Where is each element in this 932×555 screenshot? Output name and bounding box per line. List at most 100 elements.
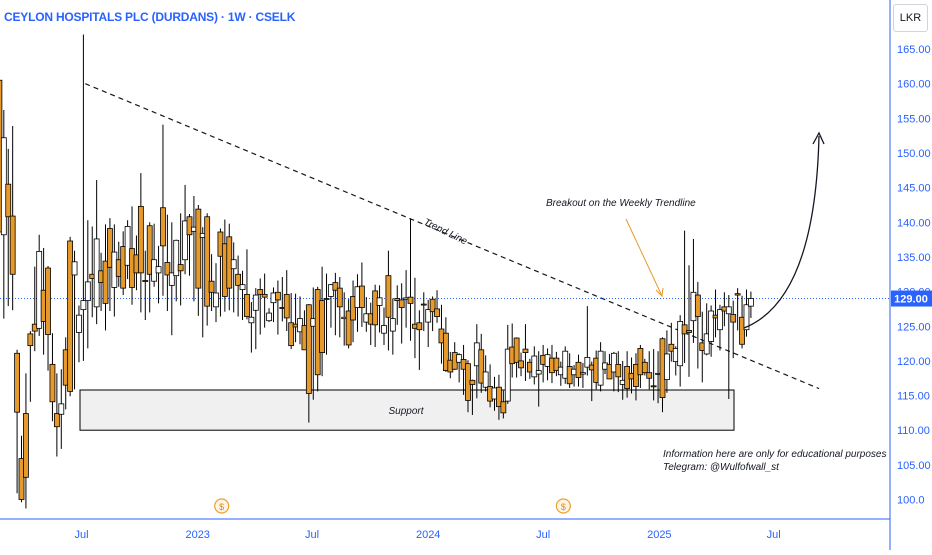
candle[interactable] [332, 272, 339, 336]
candle-series[interactable] [0, 14, 754, 509]
dividend-marker[interactable]: $ [214, 498, 230, 514]
candle[interactable] [14, 349, 20, 494]
candle[interactable] [164, 214, 171, 312]
candle[interactable] [102, 224, 109, 331]
candle[interactable] [305, 304, 312, 423]
candle[interactable] [730, 300, 737, 359]
candle[interactable] [535, 351, 542, 407]
candle[interactable] [261, 273, 268, 328]
candle[interactable] [283, 270, 290, 332]
dividend-markers[interactable]: $ $ [214, 498, 571, 514]
candle[interactable] [244, 249, 250, 320]
candle[interactable] [376, 285, 383, 333]
candle[interactable] [500, 390, 507, 419]
candle[interactable] [9, 125, 16, 311]
candle[interactable] [381, 307, 387, 345]
candle[interactable] [385, 250, 392, 351]
candle[interactable] [45, 265, 51, 371]
candle[interactable] [677, 315, 684, 387]
candle[interactable] [681, 230, 688, 363]
candle[interactable] [456, 353, 463, 383]
candle[interactable] [553, 351, 560, 377]
candle[interactable] [747, 291, 754, 318]
candle[interactable] [177, 213, 184, 306]
candle[interactable] [80, 34, 87, 361]
dividend-marker[interactable]: $ [555, 498, 571, 514]
candle[interactable] [67, 236, 74, 397]
currency-button[interactable]: LKR [893, 4, 928, 32]
candle[interactable] [504, 324, 511, 404]
candle[interactable] [725, 295, 732, 400]
candle[interactable] [345, 299, 352, 349]
candle[interactable] [208, 254, 215, 312]
candle[interactable] [496, 374, 502, 420]
candle[interactable] [389, 298, 396, 355]
candle[interactable] [531, 346, 538, 385]
candle[interactable] [420, 292, 427, 332]
candle[interactable] [49, 333, 56, 422]
candle[interactable] [686, 265, 692, 377]
candle[interactable] [425, 299, 432, 348]
candle[interactable] [562, 346, 569, 384]
candle[interactable] [23, 373, 29, 509]
candle[interactable] [580, 362, 586, 388]
candle[interactable] [664, 330, 670, 393]
candle[interactable] [239, 270, 246, 321]
candle[interactable] [708, 305, 715, 357]
candle[interactable] [575, 354, 582, 387]
candle[interactable] [610, 351, 617, 392]
candle[interactable] [668, 322, 675, 362]
candle[interactable] [53, 373, 60, 457]
candle[interactable] [442, 317, 449, 372]
candle[interactable] [252, 288, 259, 350]
candle[interactable] [694, 281, 701, 369]
candle[interactable] [146, 222, 153, 313]
candle[interactable] [429, 296, 436, 332]
candle[interactable] [124, 220, 131, 280]
candle[interactable] [288, 292, 295, 350]
candle[interactable] [743, 289, 750, 337]
candle[interactable] [195, 204, 202, 316]
trend-line[interactable] [85, 83, 820, 390]
candle[interactable] [350, 280, 356, 343]
candle[interactable] [186, 213, 193, 276]
candle[interactable] [120, 231, 127, 296]
candle[interactable] [615, 351, 622, 393]
candle[interactable] [84, 220, 91, 349]
candle[interactable] [71, 250, 78, 390]
candle[interactable] [155, 245, 162, 304]
candle[interactable] [142, 250, 149, 321]
candle[interactable] [584, 306, 591, 376]
candle[interactable] [513, 337, 520, 378]
support-zone[interactable] [79, 389, 735, 431]
candle[interactable] [482, 355, 489, 392]
candle[interactable] [58, 369, 65, 449]
candle[interactable] [257, 278, 264, 335]
candle[interactable] [522, 324, 529, 381]
candle[interactable] [230, 242, 237, 313]
candle[interactable] [358, 262, 365, 327]
candle[interactable] [518, 352, 524, 377]
candle[interactable] [734, 288, 741, 331]
candle[interactable] [323, 273, 330, 355]
candle[interactable] [646, 351, 653, 390]
candle[interactable] [478, 333, 485, 393]
candle[interactable] [160, 124, 166, 296]
candle[interactable] [27, 331, 34, 402]
candle[interactable] [18, 435, 25, 503]
candle[interactable] [739, 295, 745, 349]
candle[interactable] [137, 173, 144, 313]
candle[interactable] [641, 358, 648, 376]
candle[interactable] [213, 263, 219, 323]
time-axis[interactable]: Jul 2023 Jul 2024 Jul 2025 Jul [74, 529, 780, 541]
candle[interactable] [266, 308, 272, 323]
candle[interactable] [107, 218, 113, 312]
candle[interactable] [469, 379, 476, 415]
candle[interactable] [182, 184, 188, 275]
candle[interactable] [173, 239, 180, 302]
candle[interactable] [235, 255, 242, 317]
candle[interactable] [717, 304, 723, 351]
candle[interactable] [650, 349, 657, 401]
candle[interactable] [434, 290, 440, 323]
